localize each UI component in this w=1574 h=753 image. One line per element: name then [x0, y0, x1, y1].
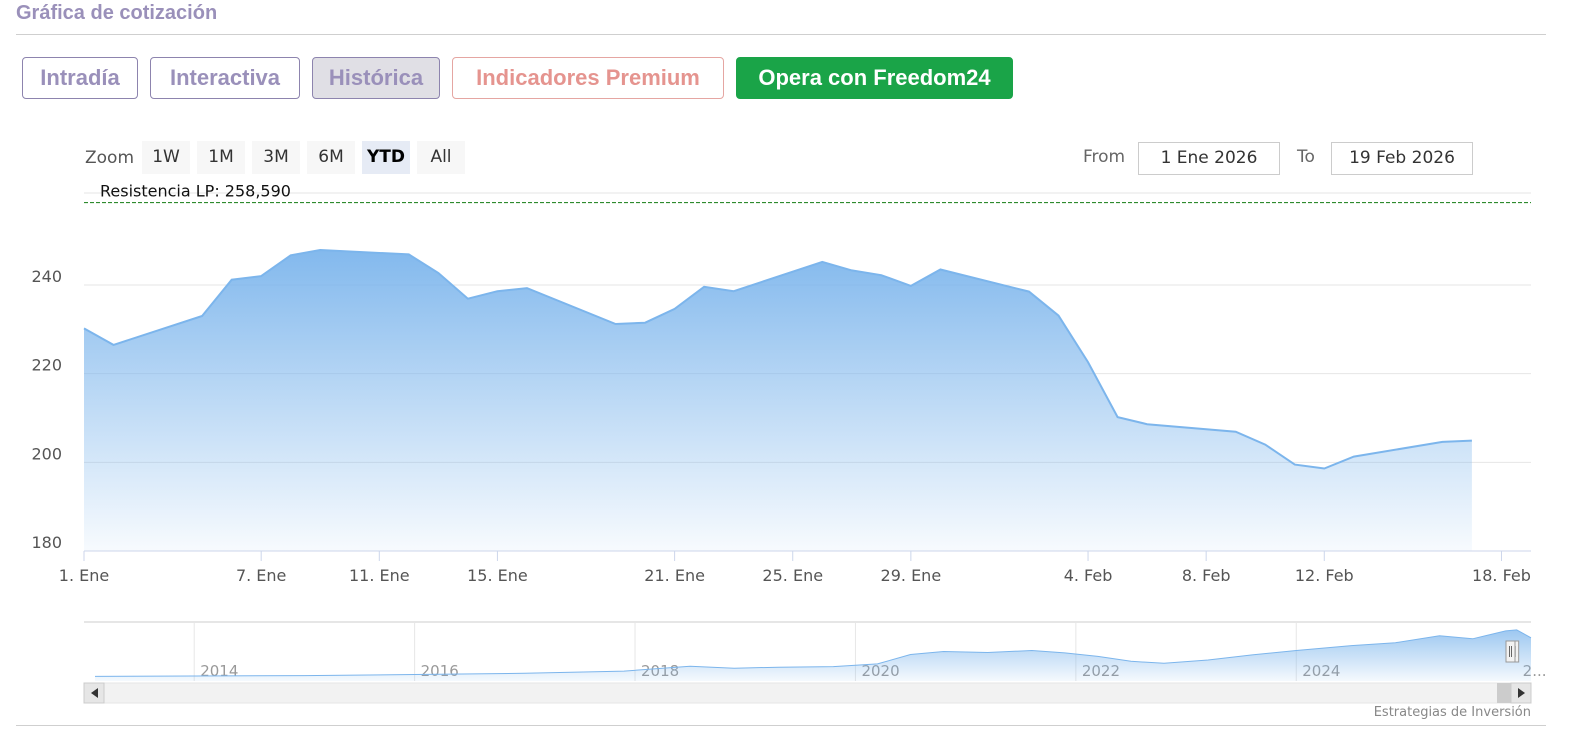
tab-indicadores-premium[interactable]: Indicadores Premium — [452, 57, 724, 99]
tab-interactiva[interactable]: Interactiva — [150, 57, 300, 99]
scrollbar-track[interactable] — [83, 682, 1532, 704]
x-tick-label: 7. Ene — [236, 566, 286, 585]
credits-text: Estrategias de Inversión — [1373, 705, 1531, 720]
zoom-button-1w[interactable]: 1W — [142, 141, 190, 174]
page-title: Gráfica de cotización — [16, 2, 218, 24]
y-tick-label: 200 — [31, 444, 62, 463]
y-tick-label: 240 — [31, 267, 62, 286]
title-divider — [16, 34, 1546, 35]
scroll-left-arrow-icon — [91, 688, 98, 698]
x-tick-label: 29. Ene — [881, 566, 942, 585]
bottom-divider — [16, 725, 1546, 726]
handle-box[interactable] — [1505, 640, 1516, 663]
scrollbar-thumb[interactable] — [1497, 683, 1512, 703]
x-tick-label: 15. Ene — [467, 566, 528, 585]
opera-freedom24-button[interactable]: Opera con Freedom24 — [736, 57, 1013, 99]
zoom-button-1m[interactable]: 1M — [197, 141, 245, 174]
from-label: From — [1083, 147, 1126, 167]
series-area — [84, 250, 1472, 551]
from-date-input[interactable]: 1 Ene 2026 — [1138, 142, 1280, 175]
navigator-line — [94, 629, 1532, 677]
zoom-button-all[interactable]: All — [417, 141, 465, 174]
x-tick-label: 21. Ene — [644, 566, 705, 585]
x-tick-label: 18. Feb — [1472, 566, 1531, 585]
to-date-input[interactable]: 19 Feb 2026 — [1331, 142, 1473, 175]
x-tick-label: 12. Feb — [1295, 566, 1354, 585]
x-tick-label: 11. Ene — [349, 566, 410, 585]
tab-historica[interactable]: Histórica — [312, 57, 440, 99]
x-tick-label: 8. Feb — [1182, 566, 1231, 585]
y-tick-label: 180 — [31, 533, 62, 552]
y-tick-label: 220 — [31, 356, 62, 375]
zoom-button-3m[interactable]: 3M — [252, 141, 300, 174]
zoom-label: Zoom — [85, 148, 135, 168]
x-tick-label: 25. Ene — [762, 566, 823, 585]
x-tick-label: 1. Ene — [59, 566, 109, 585]
navigator-right-handle[interactable] — [1505, 640, 1516, 663]
to-label: To — [1297, 147, 1315, 167]
scroll-right-arrow-icon — [1518, 688, 1525, 698]
tab-intradia[interactable]: Intradía — [22, 57, 138, 99]
zoom-button-ytd[interactable]: YTD — [362, 141, 410, 174]
resistance-label: Resistencia LP: 258,590 — [100, 182, 291, 201]
navigator-area — [95, 629, 1531, 681]
x-tick-label: 4. Feb — [1064, 566, 1113, 585]
series-line — [83, 248, 1472, 470]
zoom-button-6m[interactable]: 6M — [307, 141, 355, 174]
